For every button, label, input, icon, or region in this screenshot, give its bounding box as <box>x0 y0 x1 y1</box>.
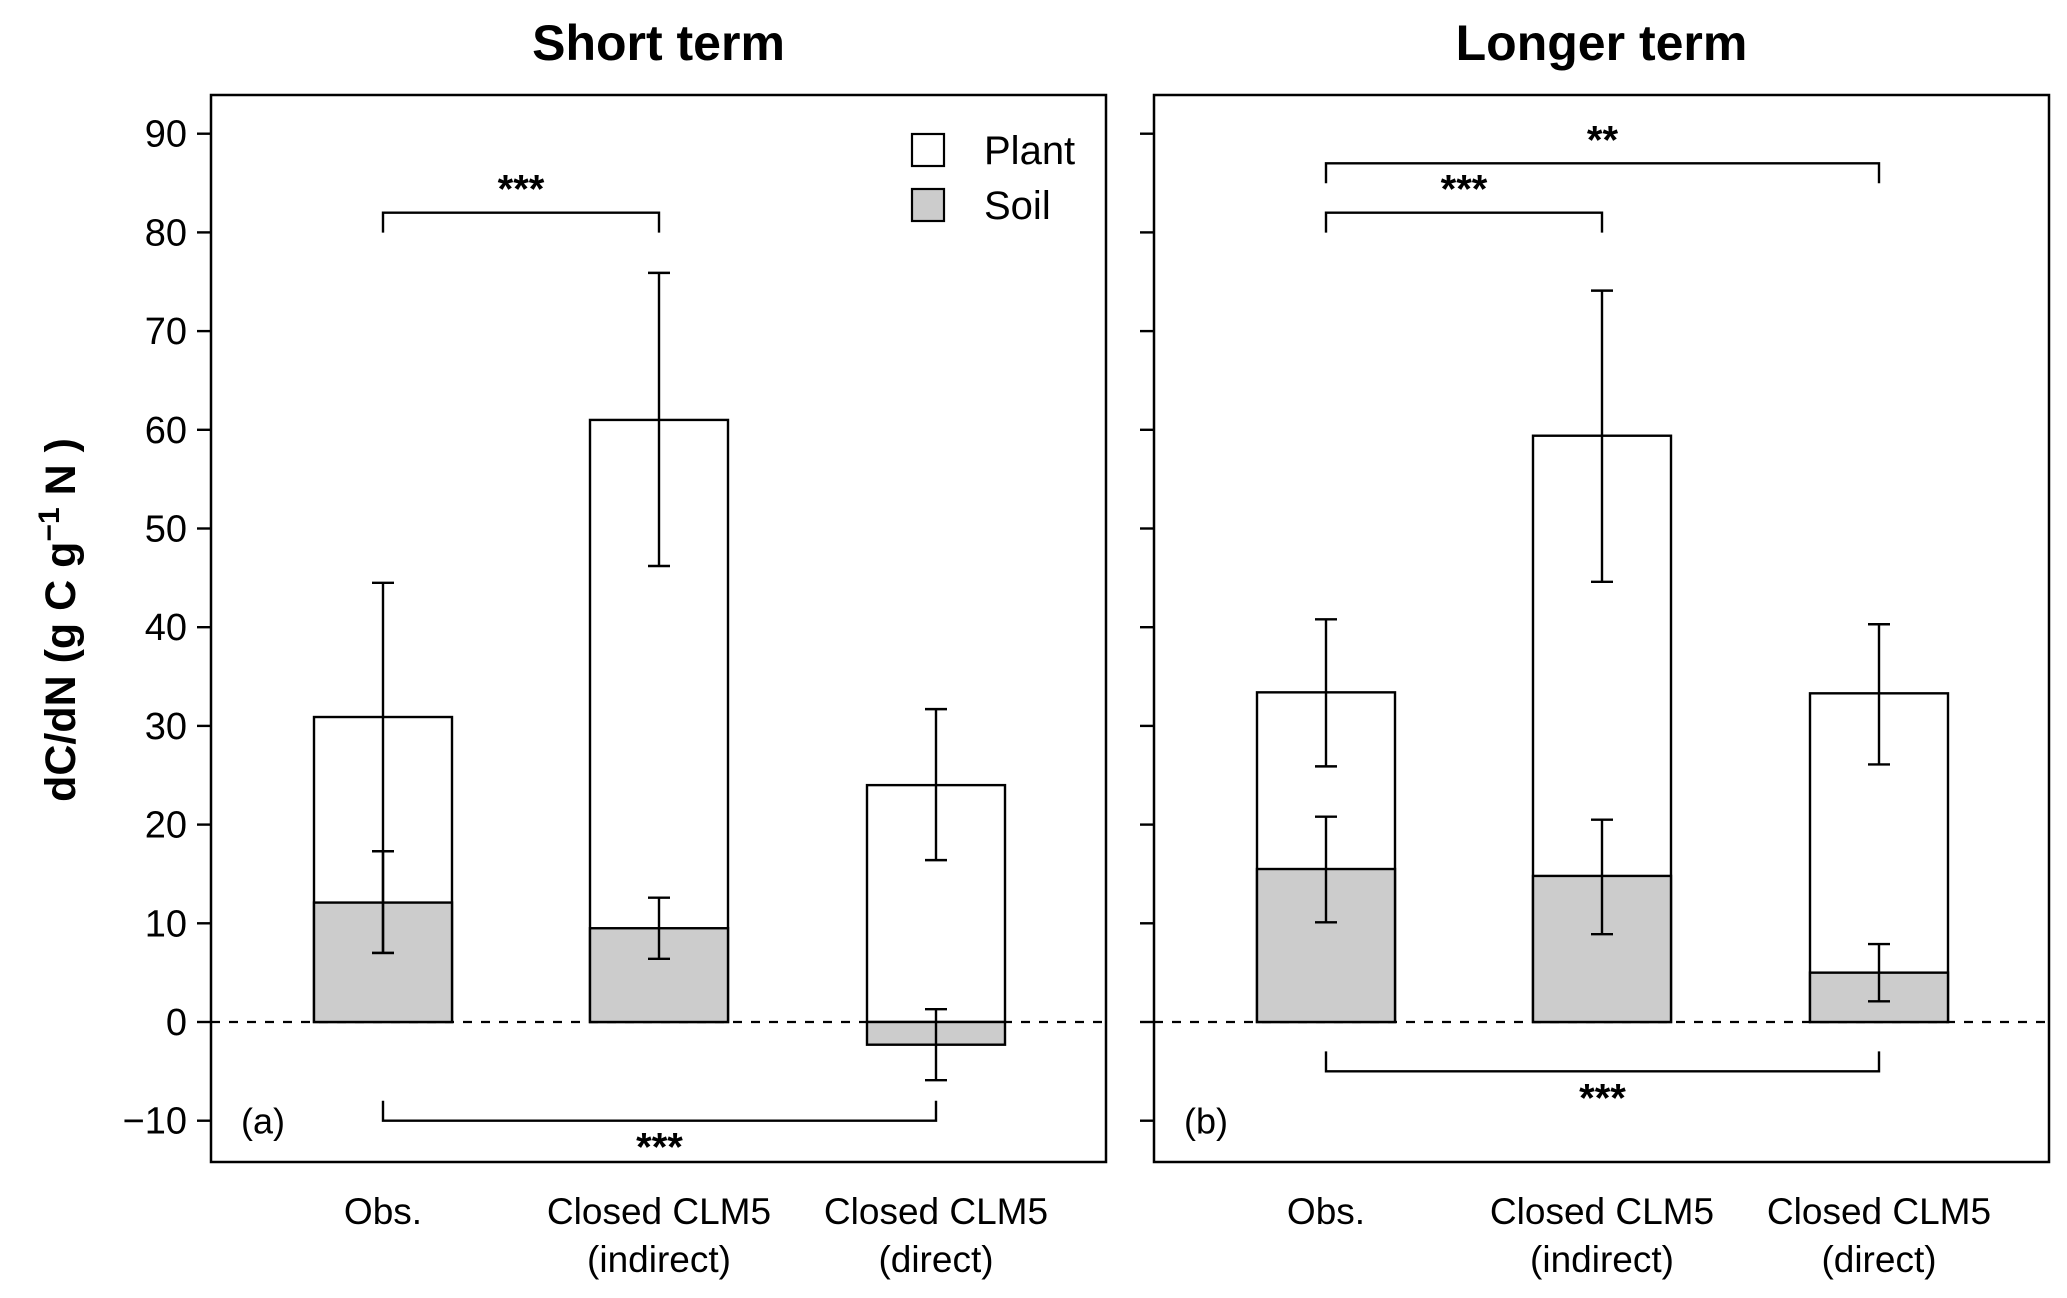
panel-a-significance-label: *** <box>636 1126 683 1170</box>
panel-b-significance-label: *** <box>1441 168 1488 212</box>
category-label: Closed CLM5 <box>1490 1191 1714 1232</box>
ytick-label: −10 <box>123 1101 187 1143</box>
y-axis-label: dC/dN (g C g−1 N ) <box>33 438 85 802</box>
category-label: Obs. <box>344 1191 422 1232</box>
panel-a-significance-label: *** <box>498 168 545 212</box>
category-label: Closed CLM5 <box>824 1191 1048 1232</box>
category-label: Closed CLM5 <box>1767 1191 1991 1232</box>
panel-a-significance-bracket <box>381 1100 938 1122</box>
panel-a-title: Short term <box>532 15 785 71</box>
ytick-label: 30 <box>145 706 187 748</box>
ytick-label: 90 <box>145 114 187 156</box>
ytick-label: 40 <box>145 607 187 649</box>
panel-b-significance-bracket <box>1324 211 1604 233</box>
ytick-label: 20 <box>145 805 187 847</box>
panel-b-significance-bracket <box>1324 162 1881 184</box>
category-label: Closed CLM5 <box>547 1191 771 1232</box>
category-label: (indirect) <box>1530 1239 1674 1280</box>
category-label: Obs. <box>1287 1191 1365 1232</box>
category-label: (indirect) <box>587 1239 731 1280</box>
ytick-label: 0 <box>166 1002 187 1044</box>
category-label: (direct) <box>1821 1239 1936 1280</box>
ytick-label: 80 <box>145 212 187 254</box>
ytick-label: 10 <box>145 903 187 945</box>
legend-label-plant: Plant <box>984 129 1075 173</box>
panel-b-frame <box>1152 93 2051 1164</box>
ytick-label: 60 <box>145 410 187 452</box>
panel-b-title: Longer term <box>1456 15 1748 71</box>
ytick-label: 70 <box>145 311 187 353</box>
category-label: (direct) <box>878 1239 993 1280</box>
panel-a-frame <box>209 93 1108 1164</box>
panel-a-significance-bracket <box>381 211 661 233</box>
panel-b-tag: (b) <box>1184 1101 1228 1142</box>
panel-a-bar-soil <box>312 901 454 1024</box>
panel-b-significance-label: ** <box>1587 118 1619 162</box>
legend-swatch-plant <box>910 132 946 168</box>
legend-label-soil: Soil <box>984 184 1051 228</box>
legend-swatch-soil <box>910 187 946 223</box>
panel-a-tag: (a) <box>241 1101 285 1142</box>
panel-b-significance-bracket <box>1324 1051 1881 1073</box>
panel-b-significance-label: *** <box>1579 1076 1626 1120</box>
ytick-label: 50 <box>145 509 187 551</box>
